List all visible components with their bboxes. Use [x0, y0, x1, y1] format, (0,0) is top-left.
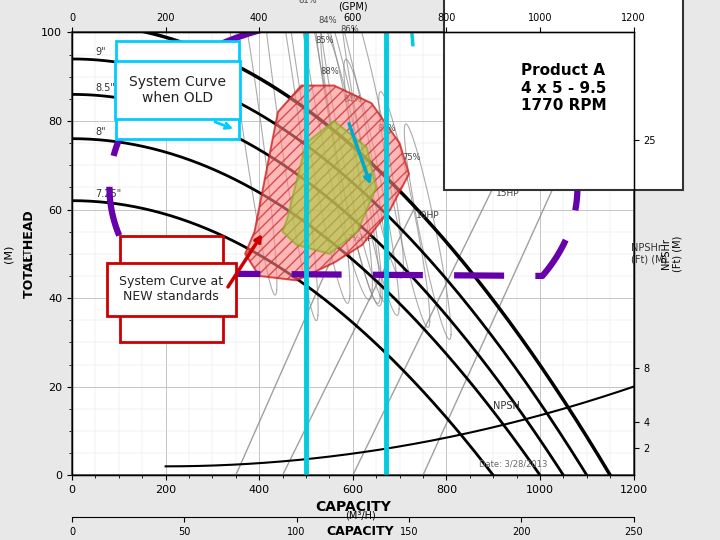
- Text: 8.5": 8.5": [95, 83, 115, 93]
- Text: (M³/H): (M³/H): [345, 510, 375, 521]
- Text: Date: 3/28/2013: Date: 3/28/2013: [480, 460, 547, 468]
- Text: 10HP: 10HP: [416, 211, 440, 220]
- Y-axis label: TOTAL HEAD: TOTAL HEAD: [23, 210, 36, 298]
- Polygon shape: [283, 121, 377, 254]
- Text: 85%: 85%: [315, 36, 333, 45]
- Text: 8": 8": [95, 127, 106, 137]
- Text: 84%: 84%: [343, 95, 361, 104]
- Text: NPSH: NPSH: [493, 401, 520, 411]
- Text: 86%: 86%: [340, 24, 359, 33]
- Text: Product A
4 x 5 - 9.5
1770 RPM: Product A 4 x 5 - 9.5 1770 RPM: [521, 63, 606, 113]
- X-axis label: (GPM): (GPM): [338, 2, 368, 12]
- Text: 84%: 84%: [318, 16, 337, 25]
- X-axis label: CAPACITY: CAPACITY: [315, 501, 391, 515]
- Text: 9": 9": [95, 48, 106, 57]
- Text: System Curve
when OLD: System Curve when OLD: [129, 75, 226, 105]
- Text: 75%: 75%: [402, 153, 420, 161]
- Text: CAPACITY: CAPACITY: [326, 524, 394, 538]
- Text: 7½HP: 7½HP: [346, 233, 372, 242]
- Text: System Curve at
NEW standards: System Curve at NEW standards: [119, 275, 223, 303]
- Text: (M): (M): [4, 245, 14, 263]
- Text: 20HP: 20HP: [566, 167, 589, 176]
- Text: 81%: 81%: [377, 124, 396, 133]
- Text: NPSHr
(Ft) (M): NPSHr (Ft) (M): [631, 243, 667, 265]
- Polygon shape: [245, 85, 409, 280]
- FancyBboxPatch shape: [120, 236, 222, 342]
- Y-axis label: NPSHr
(Ft) (M): NPSHr (Ft) (M): [662, 235, 683, 272]
- Text: 81%: 81%: [298, 0, 317, 5]
- Text: 88%: 88%: [320, 66, 339, 76]
- Text: 7.25": 7.25": [95, 189, 122, 199]
- FancyBboxPatch shape: [115, 41, 239, 139]
- Text: (FT): (FT): [22, 243, 32, 265]
- Text: 15HP: 15HP: [495, 189, 519, 198]
